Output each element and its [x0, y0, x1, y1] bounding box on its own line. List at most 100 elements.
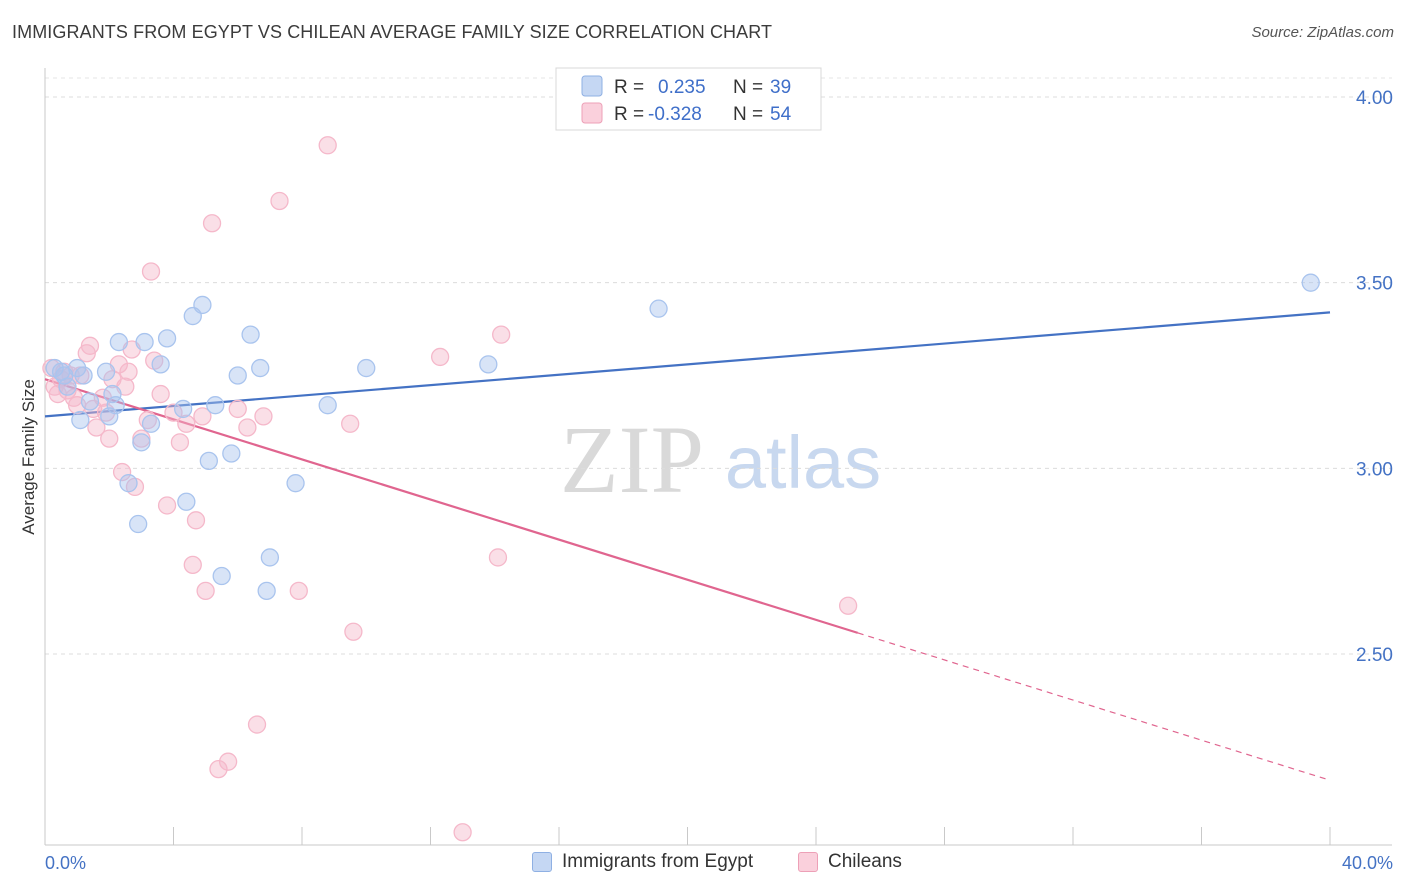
point-egypt [286, 474, 305, 493]
point-egypt [257, 581, 276, 601]
x-tick-label-min: 0.0% [45, 853, 86, 873]
legend-swatch-egypt [581, 75, 603, 97]
point-chileans [838, 596, 858, 615]
point-chileans [177, 414, 196, 433]
point-egypt [96, 362, 116, 381]
legend-label-chileans: Chileans [828, 851, 902, 872]
stats-legend: R = 0.235 N = 39 R = -0.328 N = 54 [555, 67, 822, 131]
point-egypt [71, 410, 90, 430]
point-egypt [58, 377, 77, 396]
point-egypt [212, 566, 231, 586]
point-chileans [87, 418, 106, 437]
y-axis-label: Average Family Size [19, 379, 38, 535]
point-egypt [251, 358, 270, 378]
point-egypt [135, 332, 154, 352]
legend-swatch-chileans [798, 852, 818, 872]
point-chileans [119, 362, 138, 381]
point-egypt [228, 366, 247, 385]
axes [44, 68, 1392, 846]
point-chileans [270, 191, 289, 211]
legend-n-value-chileans: 54 [770, 104, 792, 125]
point-egypt [109, 332, 129, 352]
trend-line-extension-1 [857, 632, 1331, 781]
point-chileans [141, 262, 161, 281]
point-chileans [157, 496, 177, 515]
source-label: Source: ZipAtlas.com [1251, 24, 1394, 41]
point-chileans [112, 462, 132, 482]
point-chileans [238, 418, 257, 437]
point-egypt [357, 358, 376, 378]
point-chileans [247, 715, 267, 734]
legend-n-label: N = [733, 104, 763, 125]
point-chileans [254, 407, 273, 426]
point-chileans [341, 414, 360, 433]
point-chileans [196, 581, 215, 601]
watermark-atlas: atlas [725, 421, 881, 504]
point-egypt [132, 433, 151, 452]
point-egypt [141, 414, 161, 433]
point-egypt [173, 399, 193, 419]
point-egypt [318, 396, 337, 415]
point-chileans [100, 429, 119, 448]
point-egypt [103, 384, 122, 404]
point-egypt [119, 474, 138, 493]
point-egypt [479, 355, 498, 374]
point-chileans [488, 548, 508, 567]
y-tick-label: 3.50 [1356, 274, 1393, 295]
point-egypt [129, 514, 148, 534]
legend-n-label: N = [733, 77, 763, 98]
point-egypt [199, 451, 218, 471]
point-chileans [430, 347, 450, 367]
data-points [42, 136, 1320, 842]
point-chileans [209, 759, 228, 779]
legend-r-value-chileans: -0.328 [648, 104, 702, 125]
point-egypt [80, 392, 100, 411]
legend-r-label: R = [614, 104, 644, 125]
trend-lines [44, 311, 1331, 781]
point-egypt [151, 355, 170, 374]
legend-r-value-egypt: 0.235 [658, 77, 706, 98]
point-chileans [453, 823, 472, 842]
point-chileans [183, 555, 202, 575]
x-tick-label-max: 40.0% [1342, 853, 1393, 873]
point-chileans [202, 214, 222, 233]
point-egypt [649, 299, 668, 318]
legend-swatch-chileans [581, 102, 603, 124]
point-egypt [157, 329, 177, 348]
point-chileans [344, 622, 363, 641]
point-egypt [206, 396, 225, 415]
point-chileans [218, 752, 238, 771]
point-egypt [241, 325, 260, 344]
point-chileans [492, 325, 511, 344]
point-egypt [260, 548, 280, 567]
point-chileans [80, 336, 100, 355]
point-egypt [193, 295, 212, 315]
point-egypt [222, 444, 241, 463]
y-tick-label: 3.00 [1356, 459, 1393, 480]
point-egypt [177, 492, 196, 511]
legend-item-egypt[interactable]: Immigrants from Egypt [532, 851, 753, 873]
chart-title: IMMIGRANTS FROM EGYPT VS CHILEAN AVERAGE… [12, 22, 773, 42]
point-chileans [164, 403, 183, 422]
legend-n-value-egypt: 39 [770, 77, 791, 98]
watermark-zip: ZIP [560, 406, 704, 513]
point-egypt [74, 366, 93, 385]
trend-line-1 [44, 378, 859, 634]
legend-swatch-egypt [532, 852, 552, 872]
point-chileans [228, 399, 247, 419]
point-chileans [170, 433, 190, 452]
point-egypt [100, 407, 119, 426]
point-egypt [67, 358, 87, 378]
legend-r-label: R = [614, 77, 644, 98]
point-chileans [151, 384, 170, 404]
point-egypt [106, 396, 125, 415]
legend-item-chileans[interactable]: Chileans [798, 851, 902, 873]
point-chileans [186, 511, 206, 530]
point-chileans [193, 407, 212, 426]
series-legend: Immigrants from Egypt Chileans [0, 851, 1406, 879]
y-tick-label: 4.00 [1356, 88, 1393, 109]
point-chileans [318, 136, 337, 155]
point-egypt [1301, 273, 1320, 292]
tick-labels: 2.50 3.00 3.50 4.00 0.0% 40.0% [45, 88, 1393, 873]
